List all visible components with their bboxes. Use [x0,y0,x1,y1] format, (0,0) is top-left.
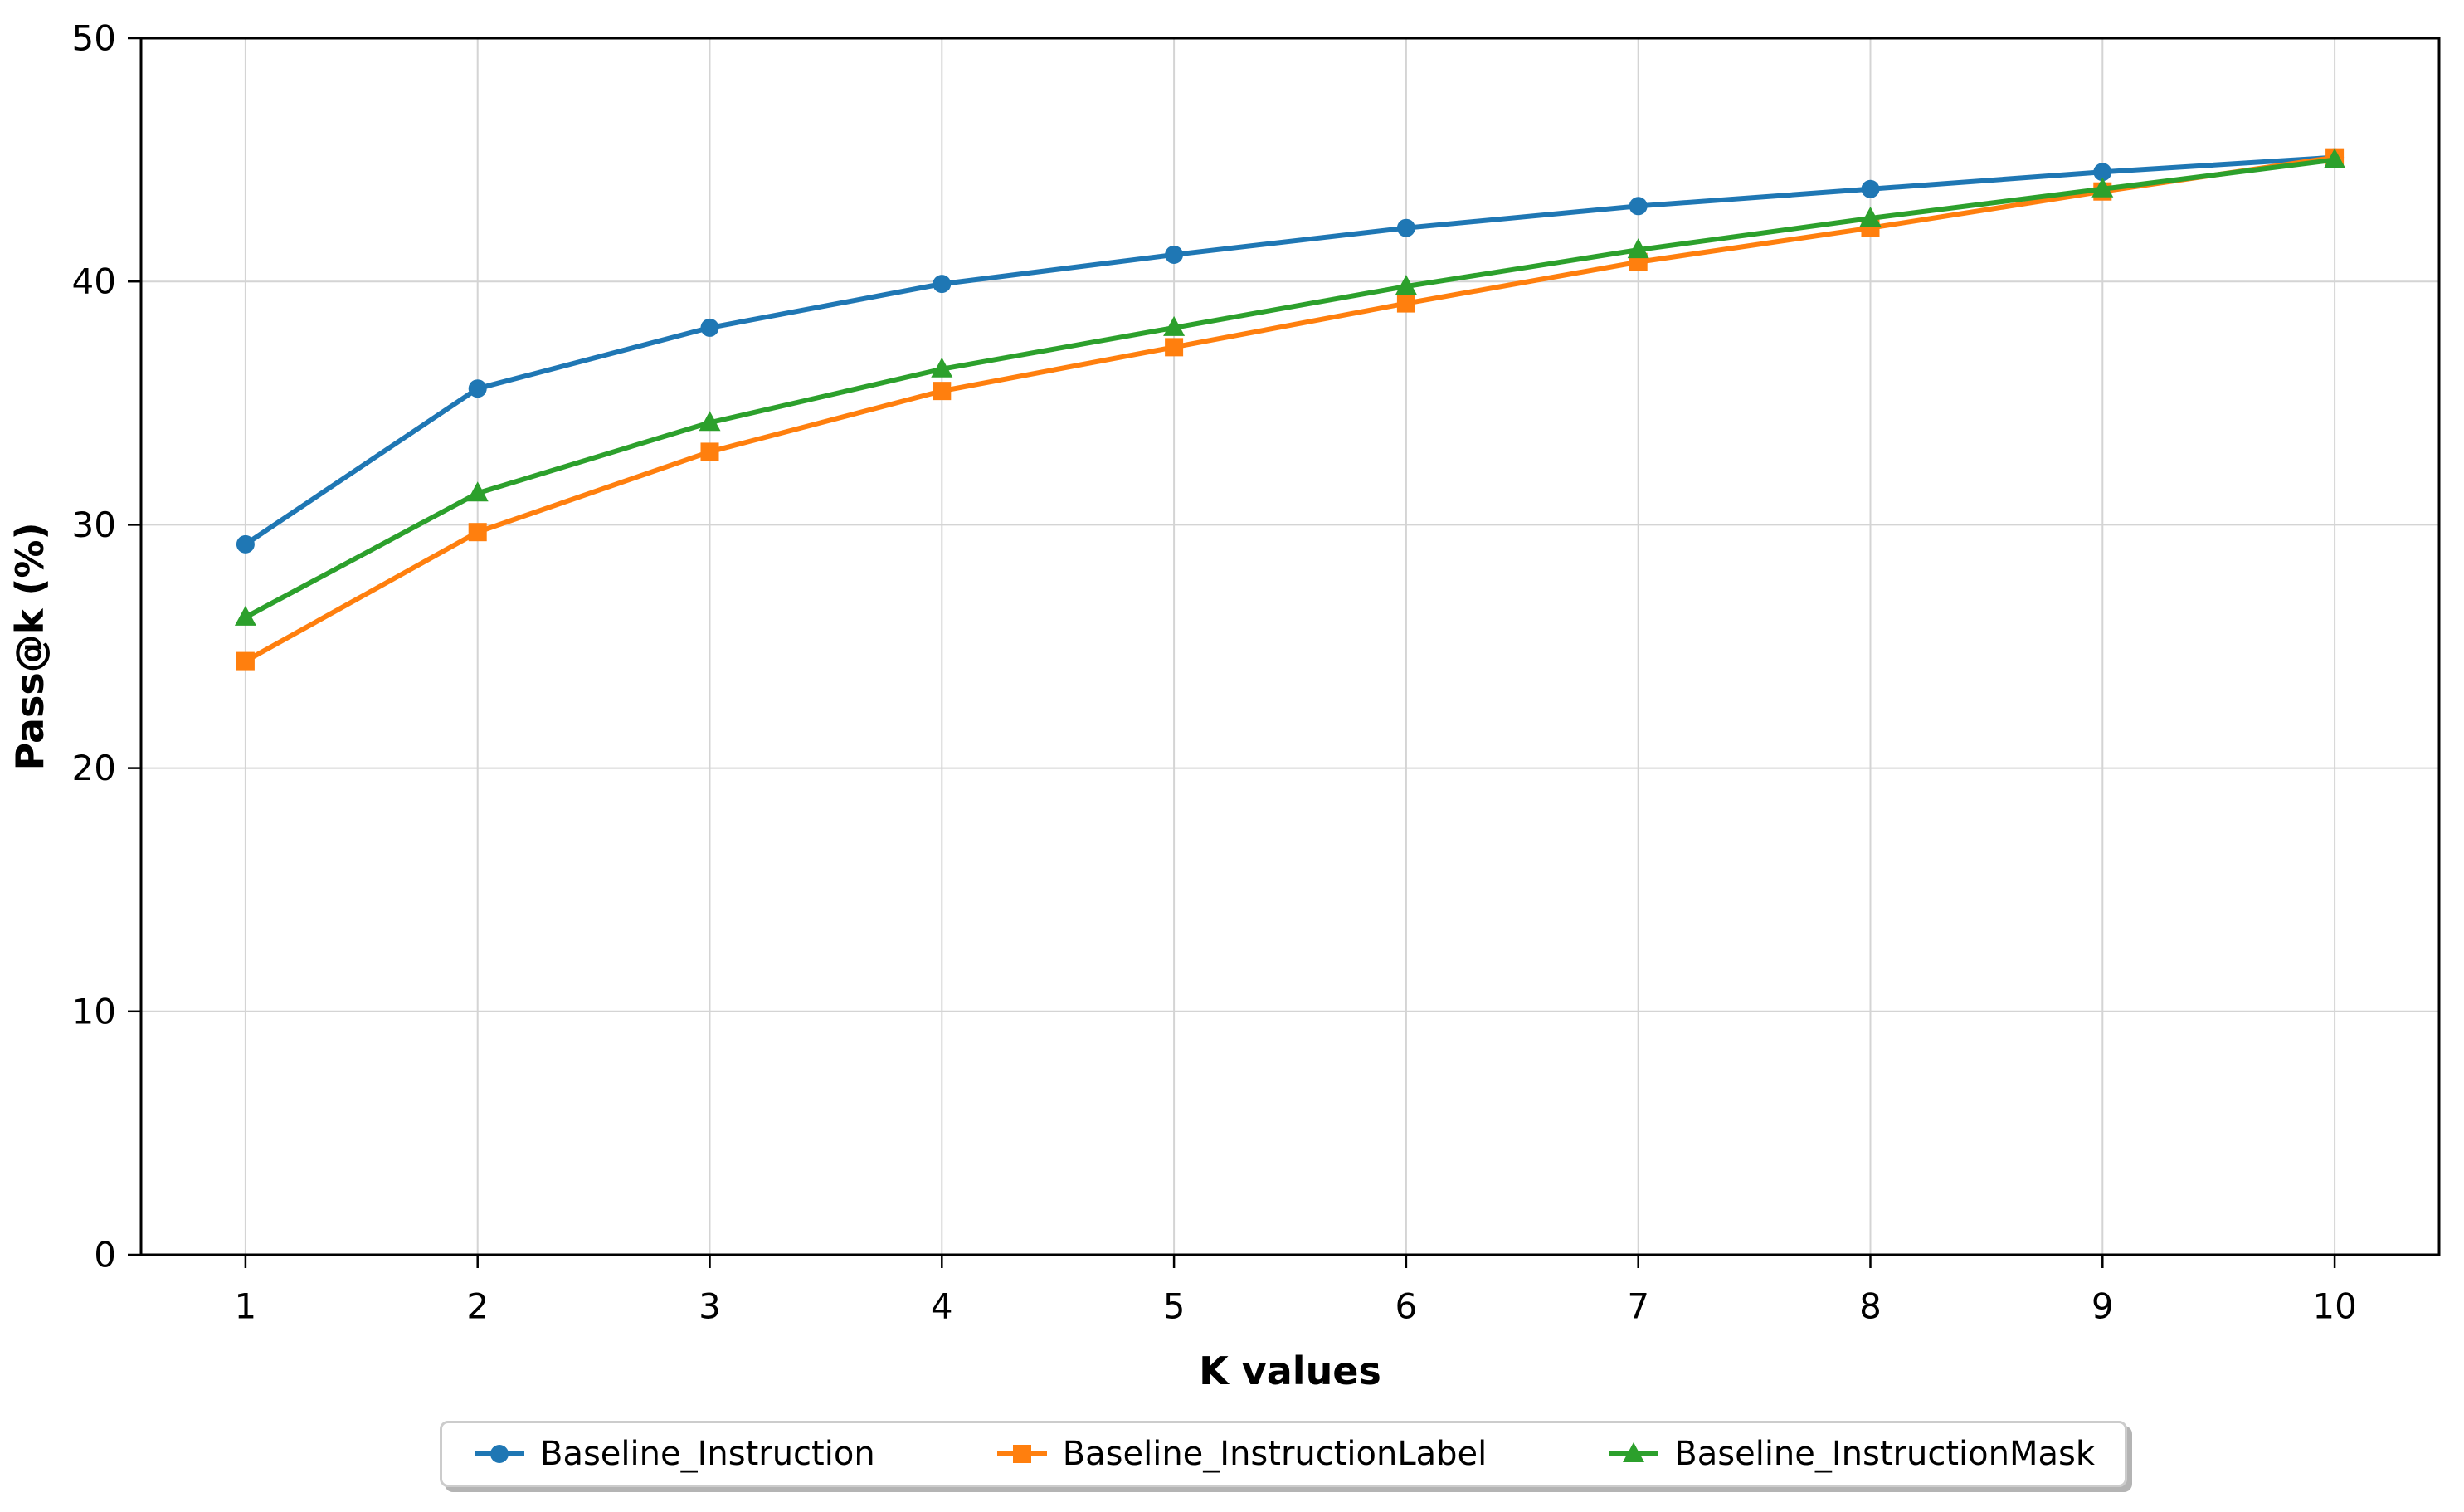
circle-marker-icon [236,534,255,554]
plot-border [139,37,2441,1256]
circle-marker-icon [475,1445,524,1463]
y-tick-label: 50 [72,18,116,59]
legend-item: Baseline_InstructionLabel [995,1435,1488,1473]
legend-label: Baseline_InstructionLabel [1062,1435,1488,1473]
legend-label: Baseline_Instruction [540,1435,875,1473]
legend-item: Baseline_Instruction [472,1435,875,1473]
y-tick-label: 30 [72,505,116,545]
circle-marker-icon [933,275,952,294]
triangle-marker-icon [2324,148,2346,168]
y-tick-label: 20 [72,748,116,788]
triangle-marker-icon [931,357,953,378]
x-tick-label: 7 [1627,1286,1649,1327]
triangle-marker-icon [1627,238,1649,259]
legend-item: Baseline_InstructionMask [1606,1435,2095,1473]
x-tick-label: 3 [699,1286,721,1327]
square-marker-icon [933,382,952,401]
axis-layer: 1 2 3 4 5 6 7 8 9 10 0 10 20 30 40 50 [72,18,2441,1327]
circle-marker-icon [490,1445,509,1463]
circle-marker-icon [2093,163,2112,182]
x-tick-label: 9 [2091,1286,2114,1327]
x-tick-label: 10 [2312,1286,2356,1327]
series-line [244,154,2335,547]
triangle-marker-icon [1163,315,1186,336]
square-marker-icon [468,523,487,542]
x-tick-label: 5 [1163,1286,1186,1327]
square-marker-icon [996,1445,1047,1463]
circle-marker-icon [1629,197,1648,216]
triangle-marker-icon [699,411,721,432]
circle-marker-icon [1165,245,1184,264]
y-axis-title: Pass@k (%) [7,522,52,770]
square-marker-icon [1396,294,1415,313]
series-Baseline_InstructionMask [234,148,2346,626]
series-Baseline_InstructionLabel [236,148,2345,671]
x-tick-label: 6 [1395,1286,1418,1327]
triangle-marker-icon [1609,1442,1659,1462]
y-tick-label: 40 [72,261,116,302]
triangle-marker-icon [466,481,489,502]
square-marker-icon [700,442,719,461]
triangle-marker-icon [234,605,256,626]
x-tick-label: 4 [931,1286,953,1327]
circle-marker-icon [700,318,719,337]
y-tick-label: 0 [94,1235,116,1275]
square-marker-icon [236,651,255,671]
grid-layer [141,37,2439,1256]
triangle-marker-icon [1859,206,1882,227]
circle-marker-icon [1861,179,1880,198]
series-line [244,154,2335,664]
y-tick-label: 10 [72,991,116,1032]
square-marker-icon [1165,338,1184,357]
x-tick-label: 8 [1859,1286,1882,1327]
triangle-marker-icon [1623,1442,1645,1462]
x-tick-label: 1 [235,1286,257,1327]
circle-marker-icon [1396,218,1415,237]
series-Baseline_Instruction [236,148,2345,554]
circle-marker-icon [468,379,487,398]
series-layer [234,148,2346,671]
legend: Baseline_Instruction Baseline_Instruction… [440,1421,2127,1487]
triangle-marker-icon [1395,275,1417,295]
x-axis-title: K values [1199,1349,1381,1393]
square-marker-icon [1012,1445,1031,1463]
legend-label: Baseline_InstructionMask [1674,1435,2095,1473]
x-tick-label: 2 [466,1286,489,1327]
triangle-marker-icon [2091,177,2114,198]
series-line [244,157,2335,620]
